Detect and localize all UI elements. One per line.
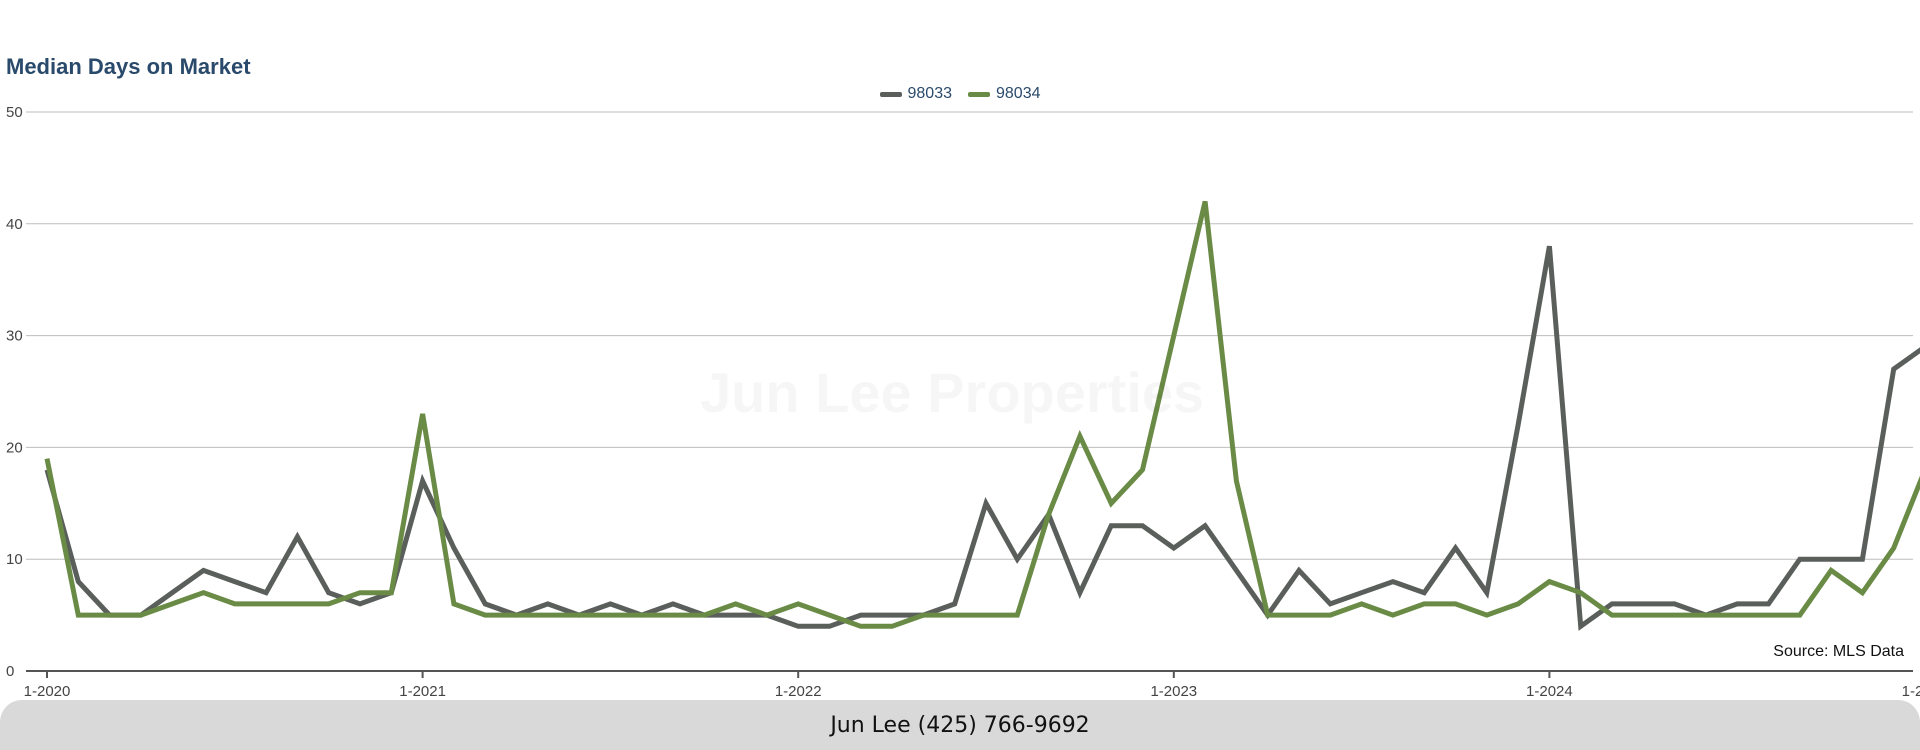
y-tick-label-0: 0: [6, 663, 14, 680]
y-tick-label-20: 20: [6, 439, 23, 456]
footer-contact: Jun Lee (425) 766-9692: [830, 712, 1090, 738]
legend-item-98033[interactable]: 98033: [879, 85, 953, 103]
watermark: Jun Lee Properties: [700, 360, 1204, 425]
legend-swatch-98034: [968, 91, 990, 97]
source-note: Source: MLS Data: [1773, 643, 1904, 660]
y-tick-label-40: 40: [6, 216, 23, 233]
series-line-98033: [44, 245, 1920, 631]
x-tick-label-1-2023: 1-2023: [1150, 683, 1197, 700]
line-chart: 0 10 20 30 40 50 1-2020 1-2021 1-2022 1-2023 1-202…: [6, 104, 1920, 700]
footer: Jun Lee (425) 766-9692: [0, 700, 1920, 750]
legend-label-98034: 98034: [996, 85, 1041, 102]
x-tick-label-1-2021: 1-2021: [399, 683, 446, 700]
legend-label-98033: 98033: [907, 85, 953, 102]
legend-item-98034[interactable]: 98034: [968, 85, 1041, 103]
x-tick-label-1-2020: 1-2020: [24, 683, 71, 700]
x-tick-label-1-2024: 1-2024: [1526, 683, 1573, 700]
chart-title: Median Days on Market: [6, 54, 251, 79]
series-line-98034: [44, 200, 1920, 629]
y-tick-label-30: 30: [6, 328, 23, 345]
y-tick-label-50: 50: [6, 104, 23, 121]
y-tick-label-10: 10: [6, 551, 23, 568]
legend: 98033 98034: [0, 85, 1920, 103]
legend-swatch-98033: [879, 91, 902, 97]
x-tick-label-1-2025: 1-2025: [1902, 683, 1920, 700]
x-tick-label-1-2022: 1-2022: [775, 683, 822, 700]
